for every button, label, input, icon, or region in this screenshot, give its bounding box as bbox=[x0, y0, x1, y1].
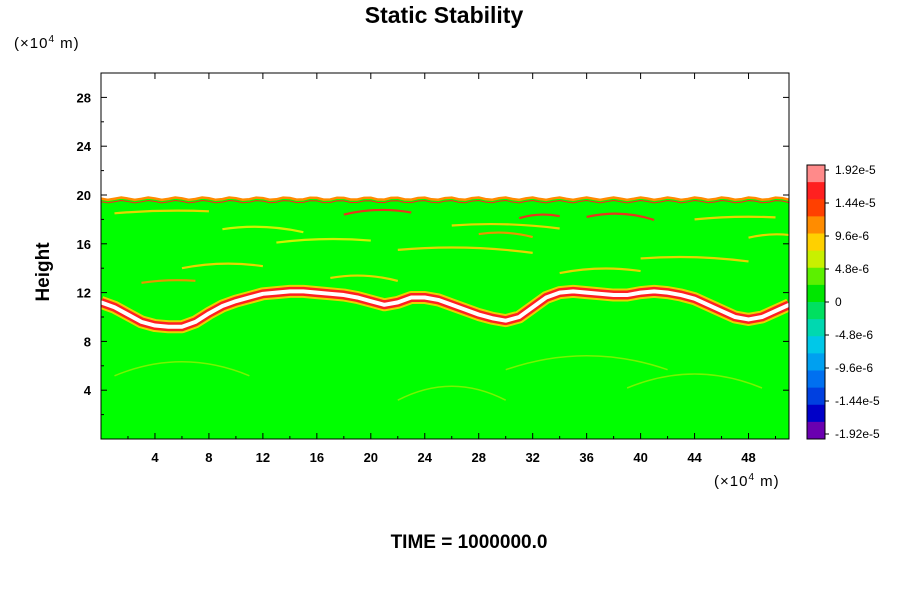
x-tick-label: 28 bbox=[471, 450, 485, 465]
x-tick-label: 16 bbox=[310, 450, 324, 465]
turbulence-streak bbox=[222, 225, 304, 234]
y-unit-tail: m) bbox=[55, 35, 80, 52]
y-unit-exponent: 4 bbox=[48, 34, 56, 45]
stability-field bbox=[101, 198, 789, 439]
colorbar-label: 0 bbox=[835, 295, 842, 309]
y-tick-label: 24 bbox=[77, 139, 92, 154]
colorbar-swatch bbox=[807, 216, 825, 234]
colorbar-label: 4.8e-6 bbox=[835, 262, 869, 276]
time-label: TIME = bbox=[390, 532, 458, 553]
y-tick-label: 28 bbox=[77, 90, 91, 105]
y-tick-label: 16 bbox=[77, 237, 91, 252]
colorbar-swatch bbox=[807, 165, 825, 183]
top-boundary-edge bbox=[101, 199, 789, 204]
x-tick-label: 24 bbox=[418, 450, 433, 465]
x-unit-tail: m) bbox=[755, 473, 780, 490]
wave-arc bbox=[626, 373, 763, 389]
colorbar-swatch bbox=[807, 370, 825, 389]
colorbar-swatch bbox=[807, 421, 825, 440]
x-tick-label: 36 bbox=[579, 450, 593, 465]
colorbar-swatch bbox=[807, 233, 825, 252]
colorbar-swatch bbox=[807, 250, 825, 269]
turbulence-streak bbox=[330, 274, 399, 283]
x-tick-label: 12 bbox=[256, 450, 270, 465]
x-unit-exponent: 4 bbox=[748, 472, 756, 483]
colorbar-swatch bbox=[807, 353, 825, 371]
turbulence-streak bbox=[559, 267, 641, 275]
turbulence-streak bbox=[586, 212, 655, 222]
y-axis-unit: (×104 m) bbox=[14, 34, 80, 52]
colorbar-label: 9.6e-6 bbox=[835, 229, 869, 243]
colorbar-label: -9.6e-6 bbox=[835, 361, 873, 375]
time-footer: TIME = 1000000.0 bbox=[0, 532, 900, 554]
colorbar-label: 1.92e-5 bbox=[835, 163, 876, 177]
colorbar-swatch bbox=[807, 302, 825, 320]
turbulence-streak bbox=[478, 231, 533, 239]
y-tick-label: 12 bbox=[77, 286, 91, 301]
colorbar-label: -1.44e-5 bbox=[835, 394, 880, 408]
turbulence-streak bbox=[181, 262, 264, 270]
y-tick-label: 8 bbox=[84, 334, 91, 349]
y-tick-label: 20 bbox=[77, 188, 91, 203]
y-axis: 4 8 12 16 20 24 28 bbox=[77, 90, 789, 416]
plot-area bbox=[101, 196, 789, 439]
chart-title: Static Stability bbox=[364, 2, 524, 28]
turbulence-streak bbox=[114, 209, 209, 215]
tropopause-core bbox=[101, 289, 789, 329]
colorbar-swatch bbox=[807, 336, 825, 354]
colorbar-label: -4.8e-6 bbox=[835, 328, 873, 342]
colorbar-swatch bbox=[807, 199, 825, 217]
time-value: 1000000.0 bbox=[457, 532, 548, 553]
y-unit-base: (×10 bbox=[14, 35, 49, 52]
turbulence-streak bbox=[748, 233, 789, 239]
x-axis-unit: (×104 m) bbox=[714, 472, 780, 490]
turbulence-streak bbox=[397, 246, 533, 254]
wave-arc bbox=[114, 361, 250, 377]
turbulence-streak bbox=[518, 213, 560, 220]
x-tick-label: 40 bbox=[633, 450, 647, 465]
top-boundary-edge bbox=[101, 196, 789, 202]
turbulence-streak bbox=[276, 237, 371, 244]
colorbar-label: -1.92e-5 bbox=[835, 427, 880, 441]
turbulence-streak bbox=[451, 222, 560, 230]
colorbar-swatch bbox=[807, 404, 825, 423]
turbulence-streak bbox=[694, 215, 776, 221]
colorbar-swatch bbox=[807, 267, 825, 286]
colorbar-swatch bbox=[807, 182, 825, 200]
x-tick-label: 4 bbox=[151, 450, 159, 465]
colorbar-swatch bbox=[807, 284, 825, 303]
turbulence-streak bbox=[141, 279, 196, 284]
x-tick-label: 20 bbox=[364, 450, 378, 465]
y-tick-label: 4 bbox=[84, 383, 92, 398]
colorbar-swatch bbox=[807, 319, 825, 337]
x-tick-label: 32 bbox=[525, 450, 539, 465]
x-tick-label: 48 bbox=[741, 450, 755, 465]
wave-arc bbox=[505, 355, 668, 371]
x-tick-label: 44 bbox=[687, 450, 702, 465]
colorbar-swatch bbox=[807, 387, 825, 406]
plot-frame bbox=[100, 72, 790, 440]
x-unit-base: (×10 bbox=[714, 473, 749, 490]
x-tick-label: 8 bbox=[205, 450, 212, 465]
x-axis: 4 8 12 16 20 24 28 32 36 40 44 48 bbox=[127, 73, 777, 465]
colorbar-label: 1.44e-5 bbox=[835, 196, 876, 210]
turbulence-streak bbox=[343, 208, 412, 216]
colorbar: 1.92e-5 1.44e-5 9.6e-6 4.8e-6 0 -4.8e-6 -9.6e-… bbox=[806, 163, 880, 441]
wave-arc bbox=[397, 385, 507, 401]
turbulence-streak bbox=[640, 255, 749, 263]
